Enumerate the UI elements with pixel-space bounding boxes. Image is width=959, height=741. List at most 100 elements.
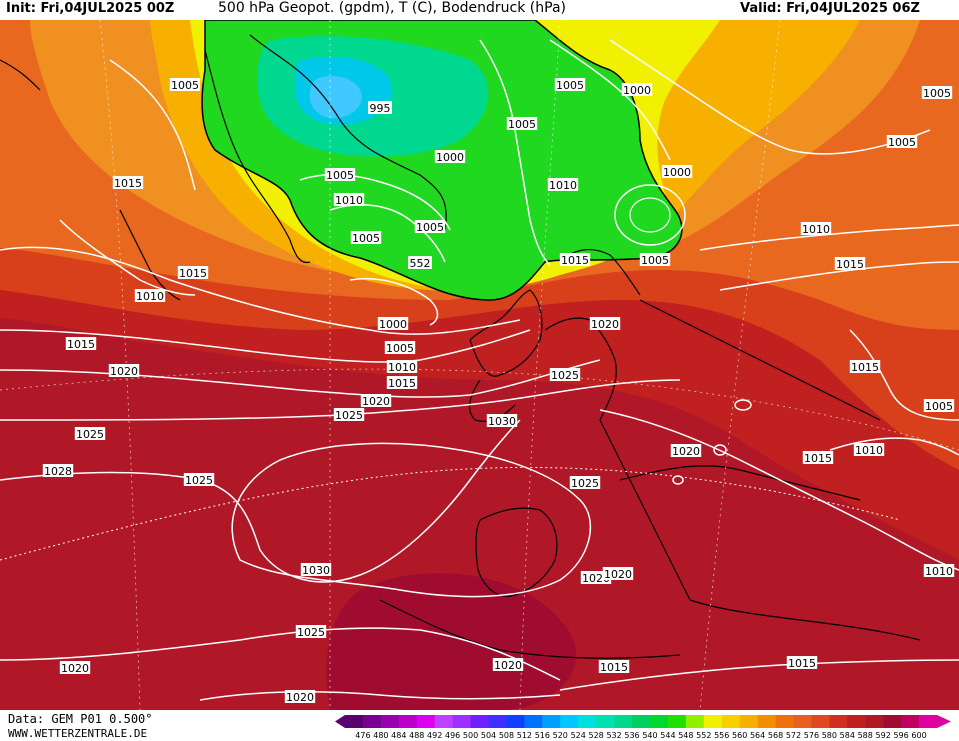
pressure-label: 1015	[600, 661, 628, 674]
low-center-scandinavia	[614, 184, 686, 246]
legend-swatch	[578, 715, 597, 728]
legend-swatch	[362, 715, 382, 728]
pressure-label-bg	[559, 253, 591, 266]
website-credit: WWW.WETTERZENTRALE.DE	[8, 727, 148, 740]
pressure-label: 1005	[556, 79, 584, 92]
pressure-label: 1005	[923, 87, 951, 100]
legend-tick-label: 540	[642, 731, 657, 740]
pressure-label: 1020	[362, 395, 390, 408]
legend-tick-label: 484	[391, 731, 406, 740]
pressure-label: 1020	[286, 691, 314, 704]
pressure-label: 1015	[836, 258, 864, 271]
legend-swatch	[596, 715, 615, 728]
pressure-label: 1028	[44, 465, 72, 478]
pressure-label: 1005	[508, 118, 536, 131]
pressure-label: 1020	[494, 659, 522, 672]
pressure-label: 1015	[851, 361, 879, 374]
pressure-label-bg	[602, 567, 634, 580]
pressure-label: 1025	[185, 474, 213, 487]
pressure-label-bg	[384, 341, 416, 354]
legend-tick-label: 568	[768, 731, 783, 740]
legend-tick-label: 520	[553, 731, 568, 740]
legend-swatch	[757, 715, 777, 728]
pressure-label: 1015	[114, 177, 142, 190]
legend-swatch	[542, 715, 561, 728]
legend-tick-label: 580	[822, 731, 837, 740]
legend-swatch	[811, 715, 830, 728]
weather-map: 1005 995 1005 1000 1005 1005 1015 1005 1000 1010 1…	[0, 20, 959, 710]
legend-tick-label: 476	[355, 731, 370, 740]
legend-swatch	[847, 715, 866, 728]
pressure-label-bg	[59, 661, 91, 674]
legend-swatch	[685, 715, 705, 728]
pressure-label-bg	[377, 317, 409, 330]
pressure-label: 1015	[804, 452, 832, 465]
legend-tick-label: 524	[571, 731, 586, 740]
pressure-label-bg	[800, 222, 832, 235]
low-center-scandinavia-inner	[629, 197, 671, 233]
pressure-label-bg	[386, 376, 418, 389]
pressure-label: 1005	[352, 232, 380, 245]
legend-swatch	[488, 715, 507, 728]
legend-tick-label: 496	[445, 731, 460, 740]
pressure-label-bg	[670, 444, 702, 457]
pressure-label-bg	[621, 83, 653, 96]
legend-tick-label: 560	[732, 731, 747, 740]
pressure-labels: 1005 995 1005 1000 1005 1005 1015 1005 1000 1010 1…	[42, 78, 955, 704]
pressure-label: 1030	[488, 415, 516, 428]
pressure-label-bg	[42, 464, 74, 477]
legend-swatch	[883, 715, 902, 728]
legend-tick-label: 564	[750, 731, 765, 740]
pressure-label: 1015	[788, 657, 816, 670]
legend-swatch	[560, 715, 579, 728]
legend-swatch	[452, 715, 472, 728]
pressure-label-bg	[923, 399, 955, 412]
legend-arrow-right	[937, 715, 951, 728]
legend-swatch	[416, 715, 436, 728]
pressure-label-bg	[368, 101, 392, 114]
legend-tick-label: 548	[678, 731, 693, 740]
pressure-label-bg	[639, 253, 671, 266]
legend-swatch	[793, 715, 812, 728]
legend-swatch	[721, 715, 741, 728]
legend-tick-label: 532	[606, 731, 621, 740]
pressure-label: 1015	[179, 267, 207, 280]
pressure-label: 995	[370, 102, 391, 115]
pressure-label: 1000	[663, 166, 691, 179]
pressure-label-bg	[112, 176, 144, 189]
pressure-label: 1005	[888, 136, 916, 149]
pressure-label-bg	[434, 150, 466, 163]
legend-swatch	[524, 715, 543, 728]
legend-tick-label: 588	[858, 731, 873, 740]
header: Init: Fri,04JUL2025 00Z 500 hPa Geopot. …	[0, 0, 959, 20]
pressure-label-bg	[849, 360, 881, 373]
pressure-label-bg	[506, 117, 538, 130]
pressure-label-bg	[589, 317, 621, 330]
map-title: 500 hPa Geopot. (gpdm), T (C), Bodendruc…	[218, 0, 566, 16]
legend-tick-label: 512	[517, 731, 532, 740]
pressure-label: 1025	[335, 409, 363, 422]
pressure-label-bg	[350, 231, 382, 244]
legend-swatch	[865, 715, 884, 728]
pressure-label: 1025	[76, 428, 104, 441]
pressure-label-bg	[284, 690, 316, 703]
legend-tick-label: 492	[427, 731, 442, 740]
pressure-label-bg	[414, 220, 446, 233]
legend-tick-label: 592	[876, 731, 891, 740]
pressure-label: 1025	[571, 477, 599, 490]
pressure-label: 1010	[855, 444, 883, 457]
pressure-label: 1005	[641, 254, 669, 267]
legend-swatch	[901, 715, 920, 728]
pressure-label: 1005	[326, 169, 354, 182]
pressure-label: 1010	[335, 194, 363, 207]
legend-swatch	[919, 715, 938, 728]
pressure-label-bg	[169, 78, 201, 91]
legend-swatch	[506, 715, 525, 728]
pressure-label-bg	[333, 193, 365, 206]
legend-swatch	[380, 715, 400, 728]
pressure-label: 552	[410, 257, 431, 270]
legend-tick-label: 500	[463, 731, 478, 740]
legend-swatch	[614, 715, 633, 728]
pressure-label-bg	[408, 256, 432, 269]
legend-swatch	[775, 715, 794, 728]
